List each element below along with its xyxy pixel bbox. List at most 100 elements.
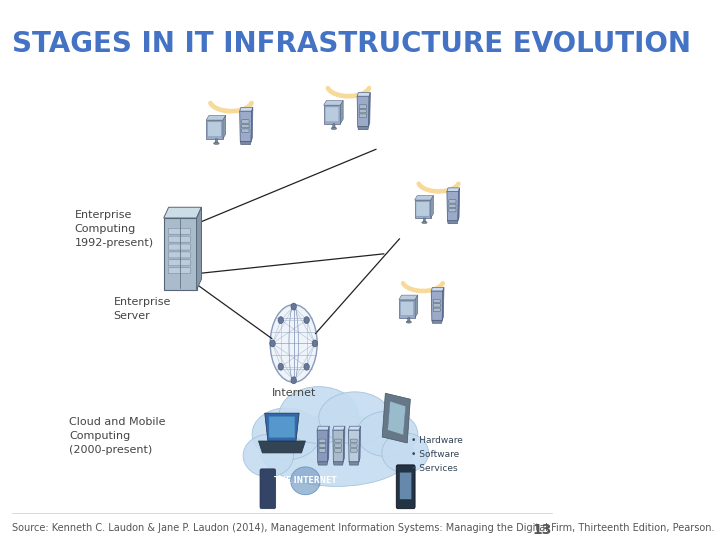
- FancyBboxPatch shape: [359, 114, 366, 117]
- FancyBboxPatch shape: [269, 416, 295, 437]
- Text: Enterprise
Computing
1992-present): Enterprise Computing 1992-present): [74, 210, 153, 248]
- Text: STAGES IN IT INFRASTRUCTURE EVOLUTION: STAGES IN IT INFRASTRUCTURE EVOLUTION: [12, 30, 690, 58]
- Polygon shape: [382, 393, 410, 443]
- Text: THE INTERNET: THE INTERNET: [274, 476, 337, 485]
- Polygon shape: [333, 124, 336, 129]
- Circle shape: [278, 363, 284, 370]
- Polygon shape: [328, 426, 329, 462]
- Polygon shape: [343, 426, 345, 462]
- Polygon shape: [399, 295, 418, 300]
- FancyBboxPatch shape: [335, 449, 341, 452]
- Circle shape: [278, 316, 284, 323]
- Text: 13: 13: [533, 523, 552, 537]
- FancyBboxPatch shape: [433, 303, 441, 307]
- Polygon shape: [357, 96, 369, 127]
- Text: Internet: Internet: [271, 388, 316, 398]
- Ellipse shape: [279, 387, 359, 443]
- Polygon shape: [458, 188, 459, 221]
- Polygon shape: [431, 291, 443, 320]
- Polygon shape: [442, 287, 444, 320]
- Ellipse shape: [252, 408, 320, 460]
- Polygon shape: [197, 207, 202, 289]
- Polygon shape: [206, 116, 225, 120]
- FancyBboxPatch shape: [242, 124, 249, 128]
- Polygon shape: [333, 430, 344, 462]
- Polygon shape: [431, 195, 433, 218]
- Polygon shape: [415, 200, 431, 218]
- Polygon shape: [432, 320, 442, 323]
- FancyBboxPatch shape: [359, 105, 366, 109]
- Polygon shape: [323, 105, 341, 124]
- Polygon shape: [163, 218, 197, 289]
- FancyBboxPatch shape: [325, 107, 339, 122]
- Ellipse shape: [331, 127, 337, 130]
- Polygon shape: [447, 188, 459, 191]
- Ellipse shape: [422, 221, 427, 224]
- Text: Source: Kenneth C. Laudon & Jane P. Laudon (2014), Management Information System: Source: Kenneth C. Laudon & Jane P. Laud…: [12, 523, 714, 532]
- FancyBboxPatch shape: [351, 439, 357, 443]
- Polygon shape: [240, 141, 251, 145]
- Polygon shape: [369, 92, 370, 127]
- FancyBboxPatch shape: [335, 444, 341, 448]
- Polygon shape: [415, 295, 418, 318]
- FancyBboxPatch shape: [319, 444, 325, 448]
- FancyBboxPatch shape: [168, 244, 190, 250]
- Polygon shape: [206, 120, 223, 139]
- Polygon shape: [341, 100, 343, 124]
- Polygon shape: [423, 218, 426, 222]
- Polygon shape: [348, 426, 361, 430]
- Ellipse shape: [270, 305, 318, 382]
- Circle shape: [291, 377, 297, 384]
- Ellipse shape: [406, 321, 411, 323]
- Polygon shape: [359, 426, 361, 462]
- Polygon shape: [447, 191, 459, 221]
- Polygon shape: [223, 116, 225, 139]
- Circle shape: [270, 340, 275, 347]
- Ellipse shape: [260, 415, 413, 487]
- Polygon shape: [431, 287, 444, 291]
- FancyBboxPatch shape: [242, 120, 249, 123]
- Polygon shape: [408, 318, 410, 322]
- Text: • Software: • Software: [411, 450, 459, 460]
- FancyBboxPatch shape: [319, 439, 325, 443]
- Circle shape: [291, 303, 297, 310]
- Polygon shape: [163, 207, 202, 218]
- FancyBboxPatch shape: [207, 122, 222, 137]
- Polygon shape: [387, 401, 405, 435]
- Polygon shape: [358, 127, 369, 130]
- Polygon shape: [240, 111, 252, 141]
- Ellipse shape: [319, 392, 391, 444]
- FancyBboxPatch shape: [396, 465, 415, 509]
- FancyBboxPatch shape: [433, 299, 441, 302]
- FancyBboxPatch shape: [168, 236, 190, 242]
- Polygon shape: [240, 107, 253, 111]
- Polygon shape: [323, 100, 343, 105]
- Polygon shape: [357, 92, 370, 96]
- FancyBboxPatch shape: [449, 204, 456, 207]
- FancyBboxPatch shape: [449, 208, 456, 212]
- FancyBboxPatch shape: [433, 308, 441, 312]
- Circle shape: [304, 316, 310, 323]
- Polygon shape: [399, 300, 415, 318]
- Polygon shape: [215, 139, 218, 144]
- FancyBboxPatch shape: [449, 200, 456, 203]
- FancyBboxPatch shape: [335, 439, 341, 443]
- FancyBboxPatch shape: [168, 252, 190, 258]
- Ellipse shape: [214, 142, 219, 145]
- Circle shape: [304, 363, 310, 370]
- Polygon shape: [349, 462, 359, 465]
- FancyBboxPatch shape: [351, 444, 357, 448]
- Ellipse shape: [243, 434, 294, 477]
- Polygon shape: [318, 430, 328, 462]
- Ellipse shape: [382, 433, 428, 472]
- Text: • Hardware: • Hardware: [411, 436, 463, 446]
- Polygon shape: [415, 195, 433, 200]
- Polygon shape: [448, 221, 458, 224]
- Text: Cloud and Mobile
Computing
(2000-present): Cloud and Mobile Computing (2000-present…: [69, 417, 166, 455]
- FancyBboxPatch shape: [168, 260, 190, 266]
- FancyBboxPatch shape: [416, 202, 429, 216]
- Text: • Services: • Services: [411, 464, 458, 474]
- Ellipse shape: [291, 467, 320, 495]
- Ellipse shape: [356, 411, 418, 457]
- Polygon shape: [318, 462, 328, 465]
